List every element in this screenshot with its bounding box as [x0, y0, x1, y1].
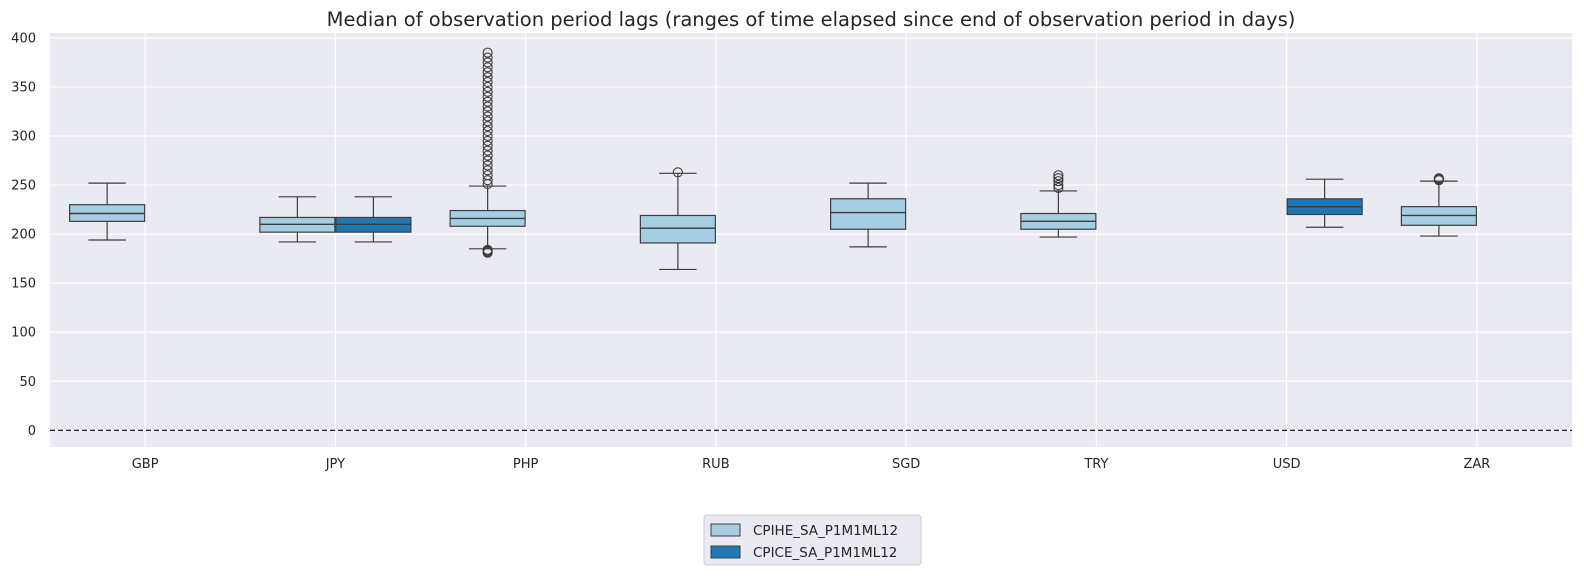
outlier-point: [482, 126, 493, 137]
outlier-point: [482, 121, 493, 132]
outlier-point: [482, 81, 493, 93]
y-tick-label-400: 400: [11, 31, 36, 46]
x-tick-label-gbp: GBP: [132, 457, 159, 472]
outlier-point: [1053, 176, 1064, 187]
legend-frame: [703, 514, 922, 566]
box-cpihe-jpy: [259, 196, 336, 243]
plot-background: [50, 33, 1572, 447]
x-tick-label-rub: RUB: [702, 457, 729, 472]
outlier-point: [482, 47, 493, 58]
box-cpihe-zar: [1400, 173, 1477, 237]
outlier-point: [482, 67, 493, 78]
outlier-point: [482, 62, 493, 73]
box-cpihe-rub: [639, 167, 716, 271]
x-tick-label-sgd: SGD: [892, 457, 920, 472]
x-tick-label-try: TRY: [1083, 457, 1108, 472]
outlier-point: [482, 57, 493, 68]
x-tick-label-jpy: JPY: [325, 457, 345, 472]
outlier-point: [482, 52, 493, 63]
outlier-point: [482, 145, 493, 156]
y-tick-label-200: 200: [11, 228, 36, 243]
y-tick-label-0: 0: [28, 424, 36, 439]
legend: CPIHE_SA_P1M1ML12 CPICE_SA_P1M1ML12: [703, 514, 922, 566]
y-tick-labels: 0 50 100 150 200 250 300 350 400: [11, 31, 36, 438]
outlier-point: [482, 135, 493, 146]
outlier-point: [482, 111, 493, 122]
outlier-point: [482, 175, 493, 186]
box-cpice-jpy: [335, 196, 412, 243]
y-tick-label-100: 100: [11, 326, 36, 341]
iqr-box: [830, 198, 907, 230]
outlier-point: [482, 91, 493, 102]
outlier-point: [1053, 180, 1064, 191]
y-tick-label-50: 50: [19, 375, 36, 390]
outlier-point: [482, 155, 493, 166]
outlier-point: [482, 106, 493, 117]
outlier-point: [1053, 182, 1064, 194]
box-cpihe-php: [449, 47, 526, 258]
y-tick-label-300: 300: [11, 130, 36, 145]
outlier-point: [482, 130, 493, 142]
outlier-point: [482, 150, 493, 161]
y-tick-label-350: 350: [11, 80, 36, 95]
box-cpihe-try: [1020, 170, 1097, 238]
x-tick-label-usd: USD: [1273, 457, 1301, 472]
outlier-point: [482, 140, 493, 151]
outlier-point: [482, 72, 493, 83]
legend-swatch-cpice: [710, 545, 741, 559]
outlier-point: [672, 167, 683, 178]
outlier-point: [482, 77, 493, 88]
outlier-point: [482, 165, 493, 176]
x-tick-label-php: PHP: [513, 457, 539, 472]
legend-swatch-cpihe: [710, 523, 741, 537]
legend-label-cpice: CPICE_SA_P1M1ML12: [753, 545, 897, 561]
chart-title: Median of observation period lags (range…: [327, 8, 1296, 31]
box-cpihe-gbp: [69, 182, 146, 241]
x-tick-labels: GBP JPY PHP RUB SGD TRY USD ZAR: [132, 457, 1491, 472]
box-cpice-usd: [1286, 178, 1363, 228]
outlier-point: [1433, 173, 1444, 184]
outlier-point: [482, 116, 493, 127]
box-cpihe-sgd: [830, 182, 907, 248]
outlier-point: [482, 170, 493, 181]
outlier-point: [482, 244, 493, 255]
outlier-point: [482, 160, 493, 171]
outlier-point: [1053, 173, 1064, 184]
y-tick-label-150: 150: [11, 277, 36, 292]
y-tick-label-250: 250: [11, 179, 36, 194]
outlier-point: [482, 86, 493, 97]
outlier-point: [1053, 170, 1064, 181]
x-tick-label-zar: ZAR: [1463, 457, 1490, 472]
legend-label-cpihe: CPIHE_SA_P1M1ML12: [753, 523, 898, 539]
box-groups: [69, 47, 1477, 271]
iqr-box: [639, 214, 716, 244]
outlier-point: [482, 101, 493, 112]
outlier-point: [482, 96, 493, 107]
